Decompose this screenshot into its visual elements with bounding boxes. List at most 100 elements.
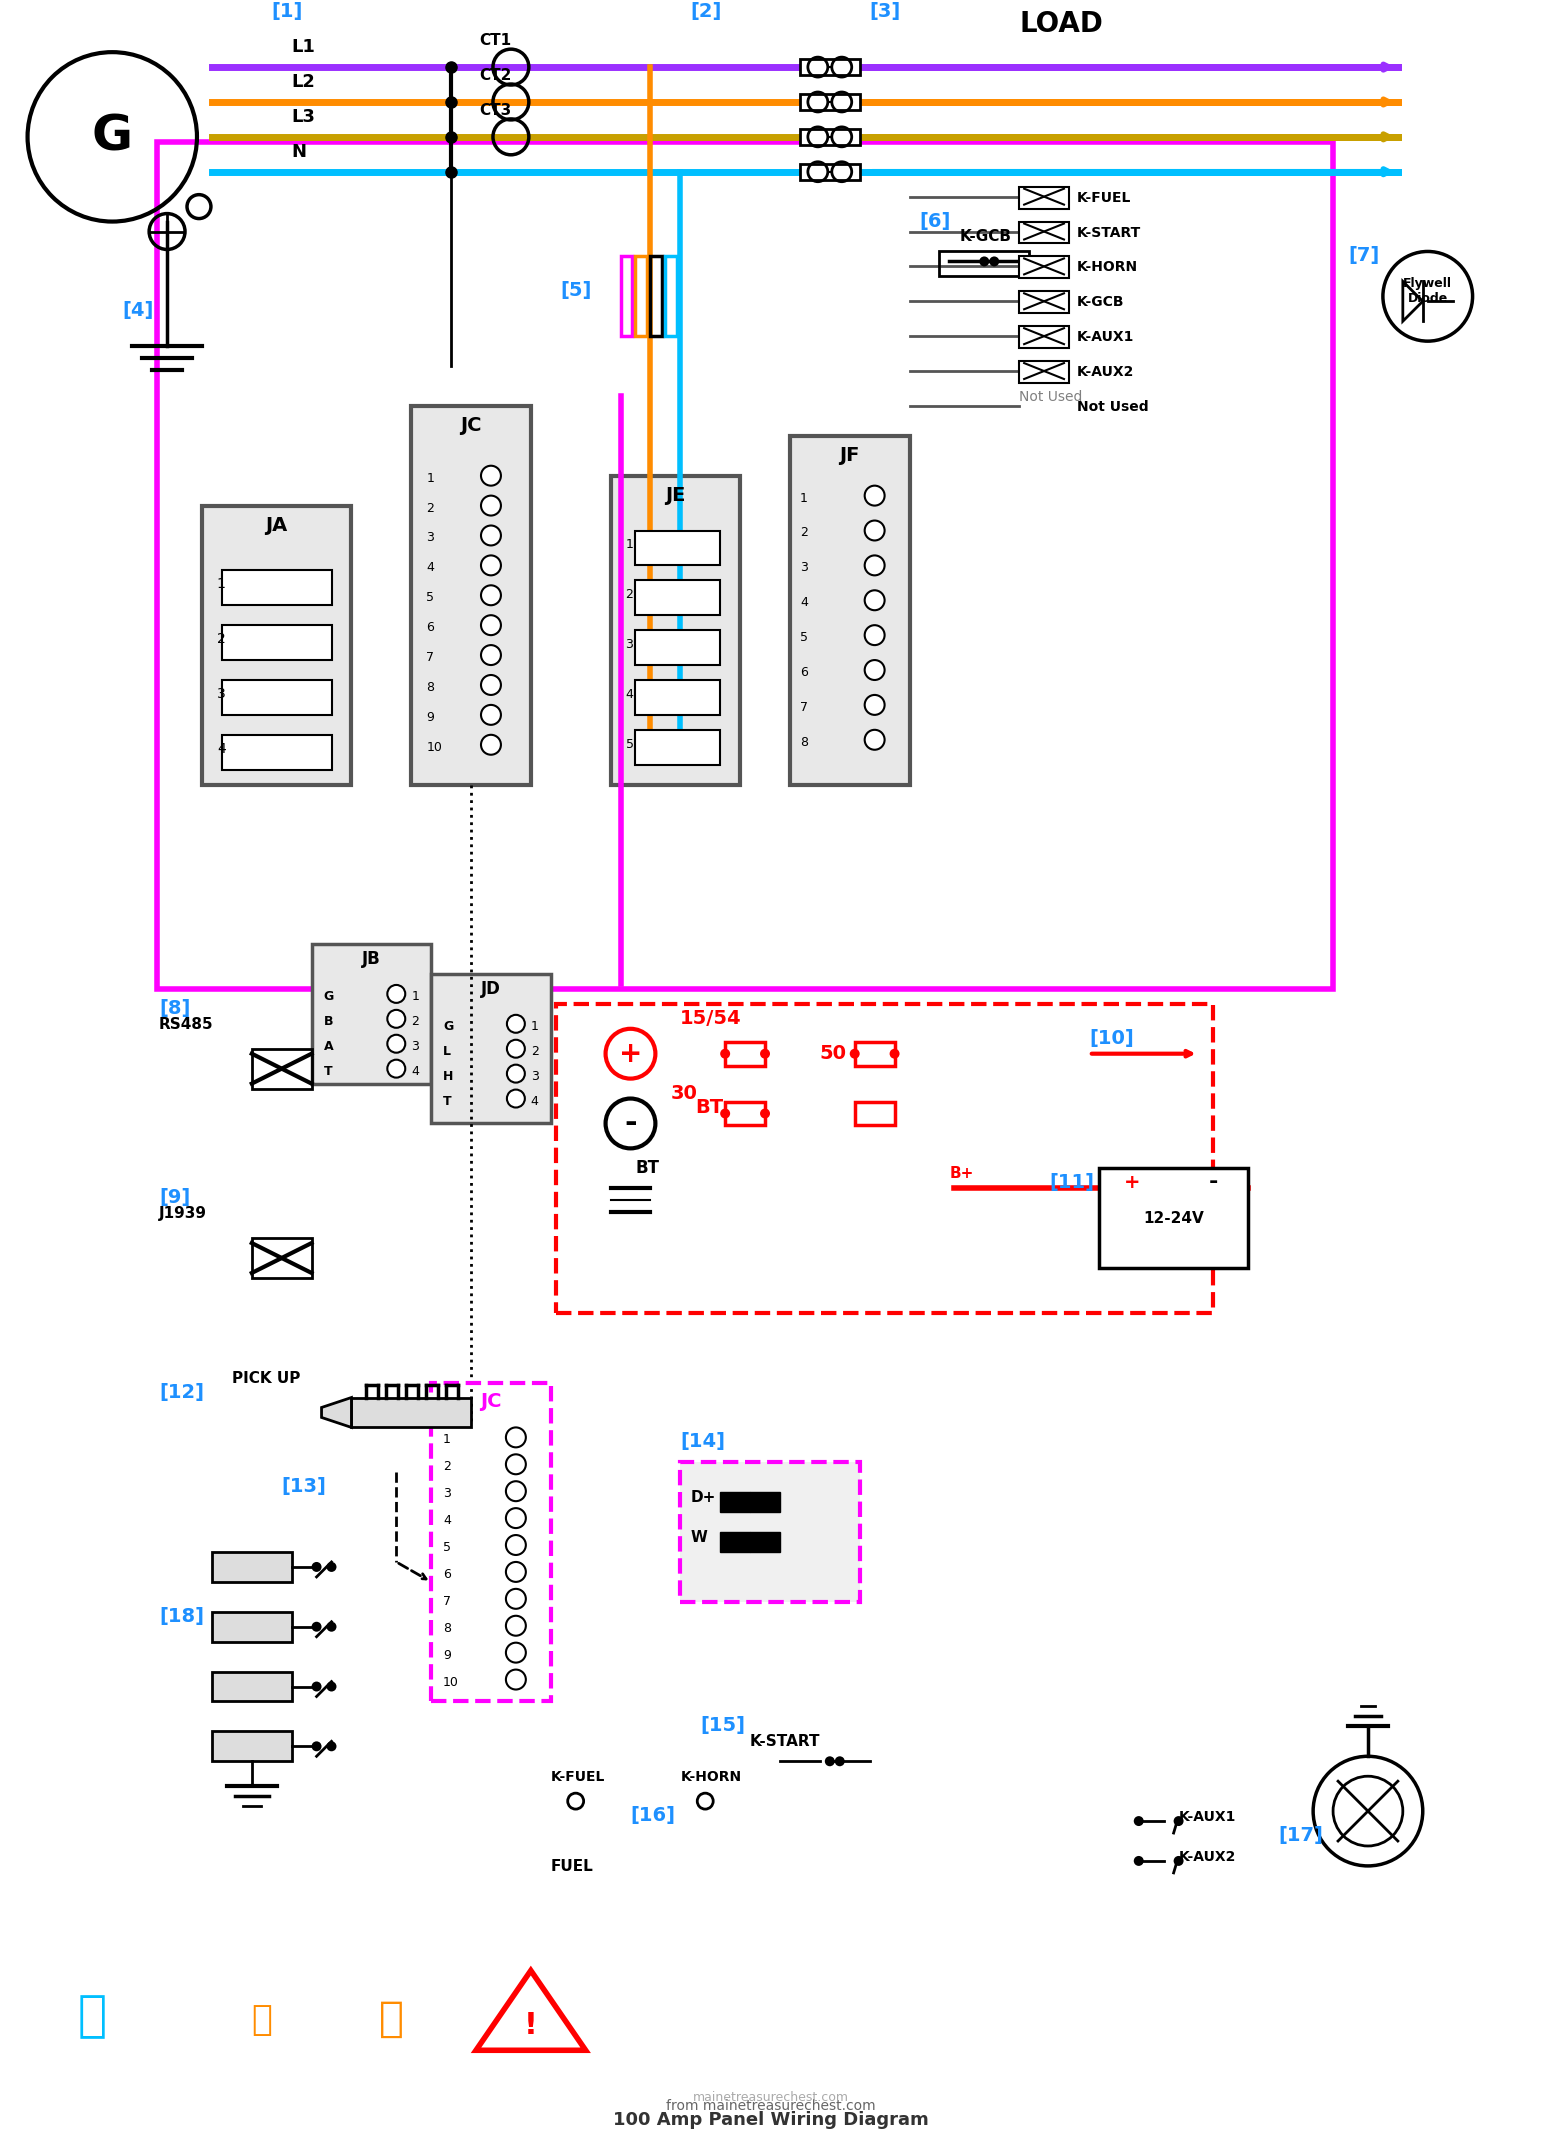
Bar [251, 1238, 311, 1279]
Text: [7]: [7] [1348, 247, 1379, 266]
Circle shape [506, 1615, 526, 1637]
Bar [680, 1462, 860, 1603]
Text: [18]: [18] [159, 1607, 204, 1626]
Circle shape [760, 1048, 769, 1059]
Text: 3: 3 [443, 1487, 450, 1500]
Circle shape [720, 1048, 731, 1059]
Text: ⛽: ⛽ [77, 1992, 106, 2039]
Text: 10: 10 [426, 742, 443, 754]
Text: [11]: [11] [1049, 1174, 1093, 1191]
Text: D+: D+ [691, 1490, 715, 1504]
Text: 3: 3 [626, 637, 634, 652]
Text: 15/54: 15/54 [680, 1008, 742, 1027]
Circle shape [507, 1040, 524, 1057]
Text: 1: 1 [443, 1434, 450, 1447]
Text: 5: 5 [800, 631, 808, 644]
Circle shape [311, 1622, 322, 1632]
Bar [854, 1102, 894, 1125]
Text: [3]: [3] [870, 2, 901, 21]
Circle shape [760, 1108, 769, 1119]
Text: N: N [291, 143, 307, 160]
Text: JE: JE [665, 486, 686, 505]
Text: 3: 3 [412, 1040, 419, 1053]
Circle shape [481, 556, 501, 575]
Text: [9]: [9] [159, 1189, 190, 1206]
Circle shape [865, 624, 885, 646]
Circle shape [311, 1741, 322, 1752]
Text: -: - [625, 1108, 637, 1138]
Text: 8: 8 [443, 1622, 452, 1634]
Bar [211, 1551, 291, 1581]
Circle shape [311, 1562, 322, 1573]
Text: 4: 4 [443, 1515, 450, 1528]
Text: 30: 30 [671, 1083, 697, 1102]
Bar [412, 405, 530, 784]
Bar [432, 1383, 550, 1701]
Circle shape [481, 735, 501, 754]
Text: 8: 8 [426, 682, 435, 695]
Text: 3: 3 [530, 1070, 538, 1083]
Text: K-START: K-START [749, 1735, 820, 1750]
Bar [611, 475, 740, 784]
Circle shape [990, 256, 999, 266]
Circle shape [506, 1669, 526, 1690]
Text: mainetreasurechest.com: mainetreasurechest.com [692, 2091, 850, 2103]
Text: JB: JB [362, 950, 381, 967]
Text: L: L [443, 1044, 452, 1057]
Text: K-AUX2: K-AUX2 [1076, 364, 1135, 379]
Text: 3: 3 [800, 560, 808, 575]
Text: 9: 9 [426, 712, 433, 725]
Bar [211, 1671, 291, 1701]
Circle shape [506, 1590, 526, 1609]
Text: 2: 2 [626, 588, 634, 601]
Text: LOAD: LOAD [1019, 11, 1103, 38]
Bar [800, 60, 860, 75]
Text: RS485: RS485 [159, 1016, 214, 1031]
Bar [635, 680, 720, 714]
Bar [432, 974, 550, 1123]
Circle shape [481, 616, 501, 635]
Bar [211, 1730, 291, 1760]
Text: [14]: [14] [680, 1432, 725, 1451]
Text: K-HORN: K-HORN [1076, 260, 1138, 275]
Polygon shape [1403, 281, 1423, 322]
Bar [202, 505, 352, 784]
Circle shape [327, 1562, 336, 1573]
Text: +: + [1124, 1174, 1140, 1191]
Text: 4: 4 [530, 1095, 538, 1108]
Text: 1: 1 [412, 991, 419, 1004]
Text: JF: JF [839, 445, 860, 465]
Text: [10]: [10] [1089, 1029, 1133, 1048]
Text: K-AUX1: K-AUX1 [1076, 330, 1135, 343]
Text: 50: 50 [820, 1044, 847, 1063]
Circle shape [1173, 1816, 1184, 1826]
Text: K-GCB: K-GCB [959, 230, 1012, 245]
Text: 100 Amp Panel Wiring Diagram: 100 Amp Panel Wiring Diagram [614, 2112, 928, 2129]
Circle shape [387, 1010, 406, 1027]
Bar [635, 580, 720, 616]
Circle shape [865, 556, 885, 575]
Text: 1: 1 [800, 492, 808, 505]
Bar [620, 256, 632, 337]
Text: T: T [443, 1095, 452, 1108]
Bar [749, 1532, 780, 1551]
Text: 6: 6 [800, 667, 808, 680]
Text: K-START: K-START [1076, 226, 1141, 239]
Bar [725, 1102, 765, 1125]
Text: 3: 3 [426, 531, 433, 543]
Text: 1: 1 [426, 471, 433, 484]
Bar [635, 256, 648, 337]
Circle shape [865, 729, 885, 750]
Text: L3: L3 [291, 109, 316, 126]
Bar [800, 164, 860, 179]
Text: JC: JC [460, 416, 481, 435]
Circle shape [506, 1509, 526, 1528]
Text: T: T [324, 1066, 332, 1078]
Circle shape [327, 1741, 336, 1752]
Text: H: H [443, 1070, 453, 1083]
Text: 12-24V: 12-24V [1143, 1210, 1204, 1225]
Text: G: G [443, 1021, 453, 1034]
Bar [800, 128, 860, 145]
Text: 3: 3 [217, 686, 225, 701]
Text: 2: 2 [217, 633, 225, 646]
